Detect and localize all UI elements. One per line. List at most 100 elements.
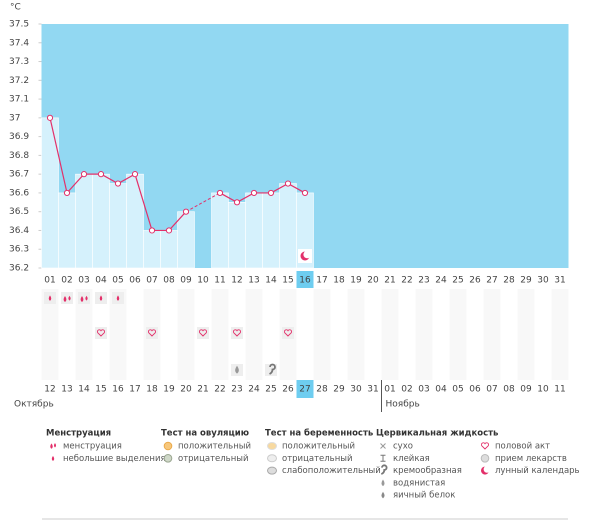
x-tick-label: 14 bbox=[265, 276, 277, 286]
point bbox=[233, 199, 241, 206]
point bbox=[267, 189, 275, 197]
point bbox=[131, 171, 139, 178]
y-tick-label: 37 bbox=[9, 113, 20, 123]
dry-icon bbox=[380, 443, 386, 449]
bar bbox=[109, 183, 127, 269]
bar bbox=[58, 192, 76, 269]
y-tick-label: 36.9 bbox=[9, 132, 29, 142]
cycle-date: 10 bbox=[537, 385, 549, 395]
moon-cut bbox=[483, 465, 491, 473]
moon-cut bbox=[303, 250, 312, 259]
drop-icon bbox=[80, 296, 84, 302]
legend-item: сухо bbox=[393, 442, 413, 452]
x-tick-label: 30 bbox=[537, 276, 549, 286]
cycle-date: 08 bbox=[503, 385, 515, 395]
point bbox=[284, 180, 292, 187]
drop-icon bbox=[50, 443, 53, 449]
icon-cell bbox=[231, 327, 243, 339]
point bbox=[80, 171, 88, 178]
grid-stripe bbox=[381, 289, 399, 380]
icon-cell bbox=[282, 327, 294, 339]
icon-cell bbox=[78, 292, 90, 304]
drop-icon bbox=[116, 295, 120, 301]
legend-item: яичный белок bbox=[393, 491, 455, 501]
cycle-date: 13 bbox=[61, 385, 72, 395]
legend-item: лунный календарь bbox=[495, 466, 580, 476]
x-tick-label: 08 bbox=[163, 276, 175, 286]
x-tick-label: 04 bbox=[95, 276, 107, 286]
cycle-date: 28 bbox=[316, 385, 328, 395]
preg-weak bbox=[267, 466, 277, 475]
legend-item: прием лекарств bbox=[495, 454, 567, 464]
point bbox=[63, 189, 71, 197]
legend-item: небольшие выделения bbox=[63, 454, 166, 464]
legend-title: Тест на беременность bbox=[265, 428, 373, 439]
point bbox=[97, 171, 105, 178]
y-tick-label: 36.4 bbox=[9, 226, 29, 236]
x-tick-label: 29 bbox=[520, 276, 532, 286]
grid-stripe bbox=[75, 289, 93, 380]
cycle-date: 12 bbox=[44, 385, 55, 395]
icon-cell bbox=[265, 364, 277, 376]
cycle-date: 05 bbox=[452, 385, 463, 395]
grid-stripe bbox=[313, 289, 331, 380]
cycle-date: 29 bbox=[333, 385, 345, 395]
drop-icon bbox=[68, 295, 71, 301]
point bbox=[148, 227, 156, 234]
y-tick-label: 37.4 bbox=[9, 38, 29, 48]
x-tick-label: 31 bbox=[554, 276, 565, 286]
preg-pos bbox=[267, 442, 277, 450]
cycle-date: 25 bbox=[265, 385, 276, 395]
x-tick-label: 06 bbox=[129, 276, 141, 286]
cycle-date: 06 bbox=[469, 385, 481, 395]
x-tick-label: 26 bbox=[469, 276, 481, 286]
ovu-neg bbox=[163, 454, 173, 463]
grid-stripe bbox=[211, 289, 229, 380]
x-tick-label: 12 bbox=[231, 276, 242, 286]
x-tick-label: 16 bbox=[299, 276, 311, 286]
y-tick-label: 36.5 bbox=[9, 207, 29, 217]
drop-icon bbox=[235, 365, 239, 374]
cycle-date: 01 bbox=[384, 385, 395, 395]
cycle-date: 30 bbox=[350, 385, 362, 395]
point bbox=[182, 208, 190, 215]
y-tick-label: 36.3 bbox=[9, 245, 29, 255]
point bbox=[301, 189, 309, 197]
cycle-date: 20 bbox=[180, 385, 192, 395]
legend-item: отрицательный bbox=[178, 454, 248, 464]
y-tick-label: 36.2 bbox=[9, 264, 29, 274]
icon-cell bbox=[61, 292, 73, 304]
grid-stripe bbox=[517, 289, 535, 380]
cycle-date: 26 bbox=[282, 385, 294, 395]
bar bbox=[211, 192, 229, 269]
x-tick-label: 17 bbox=[316, 276, 327, 286]
x-tick-label: 20 bbox=[367, 276, 379, 286]
bar bbox=[126, 173, 144, 269]
point bbox=[250, 189, 258, 197]
grid-stripe bbox=[41, 289, 59, 380]
x-tick-label: 19 bbox=[350, 276, 362, 286]
legend-item: положительный bbox=[282, 442, 355, 452]
legend-item: кремообразная bbox=[393, 466, 462, 476]
x-tick-label: 03 bbox=[78, 276, 89, 286]
x-tick-label: 22 bbox=[401, 276, 412, 286]
cycle-date: 18 bbox=[146, 385, 158, 395]
grid-stripe bbox=[347, 289, 365, 380]
x-tick-label: 15 bbox=[282, 276, 293, 286]
point bbox=[46, 114, 54, 121]
cycle-date: 15 bbox=[95, 385, 106, 395]
bar bbox=[160, 230, 178, 269]
legend-item: половой акт bbox=[495, 442, 550, 452]
bar bbox=[143, 230, 161, 269]
grid-stripe bbox=[415, 289, 433, 380]
x-tick-label: 01 bbox=[44, 276, 55, 286]
point bbox=[216, 189, 224, 197]
pill-icon bbox=[480, 454, 490, 463]
x-tick-label: 25 bbox=[452, 276, 463, 286]
y-tick-label: 36.8 bbox=[9, 151, 29, 161]
legend-item: менструация bbox=[63, 442, 122, 452]
x-tick-label: 28 bbox=[503, 276, 515, 286]
cycle-date: 09 bbox=[520, 385, 532, 395]
x-tick-label: 21 bbox=[384, 276, 395, 286]
y-tick-label: 37.1 bbox=[9, 95, 29, 105]
